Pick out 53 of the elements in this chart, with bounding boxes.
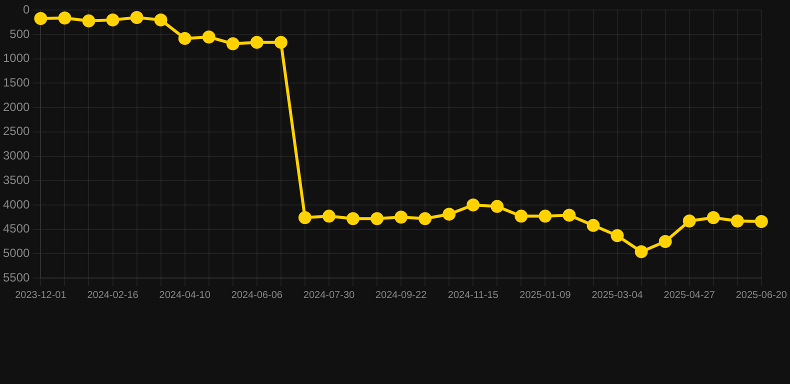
y-tick-label: 500 bbox=[10, 26, 30, 41]
point bbox=[586, 218, 600, 232]
point bbox=[226, 37, 240, 50]
y-tick-label: 5000 bbox=[2, 246, 30, 260]
x-tick-label: 2024-02-16 bbox=[87, 290, 139, 301]
point bbox=[466, 198, 480, 212]
x-tick-label: 2025-03-04 bbox=[592, 290, 644, 301]
point bbox=[250, 36, 264, 49]
point bbox=[154, 13, 168, 26]
point bbox=[202, 30, 216, 44]
y-tick-label: 0 bbox=[23, 2, 30, 17]
y-tick-label: 1500 bbox=[2, 76, 30, 90]
point bbox=[682, 214, 696, 228]
point bbox=[754, 215, 768, 228]
point bbox=[298, 211, 312, 224]
y-tick-label: 2500 bbox=[2, 124, 30, 138]
point bbox=[322, 210, 336, 223]
y-tick-label: 1000 bbox=[2, 51, 30, 66]
point bbox=[730, 214, 744, 228]
point bbox=[658, 234, 672, 248]
y-tick-label: 5500 bbox=[2, 270, 30, 284]
x-tick-label: 2024-09-22 bbox=[375, 290, 428, 301]
point bbox=[394, 210, 408, 224]
x-tick-label: 2024-04-10 bbox=[159, 290, 211, 301]
point bbox=[130, 11, 144, 24]
point bbox=[370, 212, 384, 226]
x-tick-label: 2025-06-20 bbox=[736, 290, 788, 301]
point bbox=[418, 212, 432, 226]
point bbox=[490, 200, 504, 213]
point bbox=[58, 11, 72, 24]
y-tick-label: 4000 bbox=[2, 197, 30, 212]
point bbox=[562, 208, 576, 222]
x-tick-label: 2023-12-01 bbox=[15, 290, 67, 301]
point bbox=[634, 245, 648, 258]
y-tick-label: 3000 bbox=[2, 148, 30, 163]
point bbox=[178, 32, 192, 45]
x-tick-label: 2024-11-15 bbox=[448, 290, 499, 301]
y-tick-label: 3500 bbox=[2, 172, 30, 187]
x-tick-label: 2025-04-27 bbox=[664, 290, 716, 301]
point bbox=[106, 13, 120, 26]
x-tick-label: 2024-07-30 bbox=[303, 290, 355, 301]
x-tick-label: 2024-06-06 bbox=[231, 290, 283, 301]
y-tick-label: 2000 bbox=[2, 100, 30, 114]
point bbox=[442, 208, 456, 221]
point bbox=[610, 229, 624, 242]
point bbox=[346, 212, 360, 226]
point bbox=[274, 36, 288, 49]
point bbox=[514, 210, 528, 223]
point bbox=[706, 211, 720, 224]
y-tick-label: 4500 bbox=[2, 222, 30, 236]
x-tick-label: 2025-01-09 bbox=[520, 290, 572, 301]
point bbox=[538, 210, 552, 223]
point bbox=[82, 14, 96, 28]
